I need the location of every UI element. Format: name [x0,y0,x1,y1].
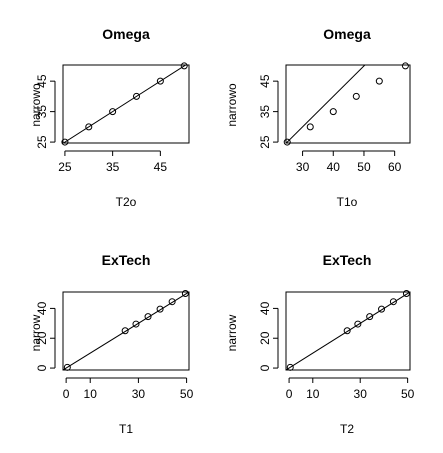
plot-frame [62,291,190,371]
data-point [343,327,351,335]
plot-frame [62,64,190,144]
data-point [329,108,337,116]
data-point [168,298,176,306]
panel-extech-t1: ExTech T1 narrow 0 10 30 50 0 20 40 [29,252,194,436]
data-point [283,138,291,146]
x-axis-label: T1 [119,422,133,436]
data-point [389,298,397,306]
x-axis-label: T1o [337,195,358,209]
data-point [378,305,386,313]
panel-title: Omega [102,26,150,42]
reference-line [63,292,189,370]
data-point [109,108,117,116]
panel-extech-t2: ExTech T2 narrow 0 10 30 50 0 20 40 [225,252,415,436]
x-tick-label: 50 [180,387,194,401]
plot-frame [285,64,411,144]
x-tick-label: 35 [106,160,120,174]
y-tick-label: 20 [258,331,272,345]
data-point [61,138,69,146]
x-tick-label: 0 [286,387,293,401]
y-tick-label: 45 [35,74,49,88]
y-tick-label: 40 [35,301,49,315]
data-point [144,313,152,321]
data-point [133,92,140,100]
x-tick-label: 10 [306,387,320,401]
x-tick-label: 0 [63,387,70,401]
x-tick-label: 25 [58,160,72,174]
y-axis-label: narrow [29,314,43,351]
y-tick-label: 25 [258,135,272,149]
y-tick-label: 35 [258,105,272,119]
y-axis-label: narrowo [29,83,43,127]
data-point [121,327,129,335]
data-point [156,77,164,85]
data-point [180,62,188,70]
panel-omega-t2o: Omega T2o narrowo 25 35 45 25 35 45 [29,26,190,209]
y-tick-label: 20 [35,331,49,345]
data-point [375,77,383,85]
y-tick-label: 25 [35,135,49,149]
panel-omega-t1o: Omega T1o narrowo 30 40 50 60 25 35 45 [225,26,411,209]
y-tick-label: 35 [35,105,49,119]
x-tick-label: 30 [354,387,368,401]
data-point [85,123,93,131]
data-point [181,289,189,297]
data-point [306,123,314,131]
y-axis-label: narrowo [225,83,239,127]
y-tick-label: 0 [35,364,49,371]
x-axis-label: T2o [116,195,137,209]
x-tick-label: 45 [154,160,168,174]
x-tick-label: 10 [84,387,98,401]
data-point [366,313,374,321]
x-axis-label: T2 [340,422,354,436]
data-point [156,305,164,313]
x-tick-label: 40 [327,160,341,174]
data-point [352,92,360,100]
x-tick-label: 30 [296,160,310,174]
reference-line [286,292,410,370]
panel-title: Omega [323,26,371,42]
y-tick-label: 45 [258,74,272,88]
x-tick-label: 50 [357,160,371,174]
x-tick-label: 30 [132,387,146,401]
y-axis-label: narrow [225,314,239,351]
reference-line [63,65,187,143]
panel-title: ExTech [102,252,151,268]
plot-frame [285,291,411,371]
data-point [63,363,71,371]
panel-title: ExTech [323,252,372,268]
x-tick-label: 50 [401,387,415,401]
y-tick-label: 0 [258,364,272,371]
data-point [354,320,362,328]
data-point [402,289,410,297]
data-point [132,320,140,328]
data-point [286,363,294,371]
data-point [401,62,409,70]
reference-line [286,65,366,143]
x-tick-label: 60 [388,160,402,174]
y-tick-label: 40 [258,301,272,315]
